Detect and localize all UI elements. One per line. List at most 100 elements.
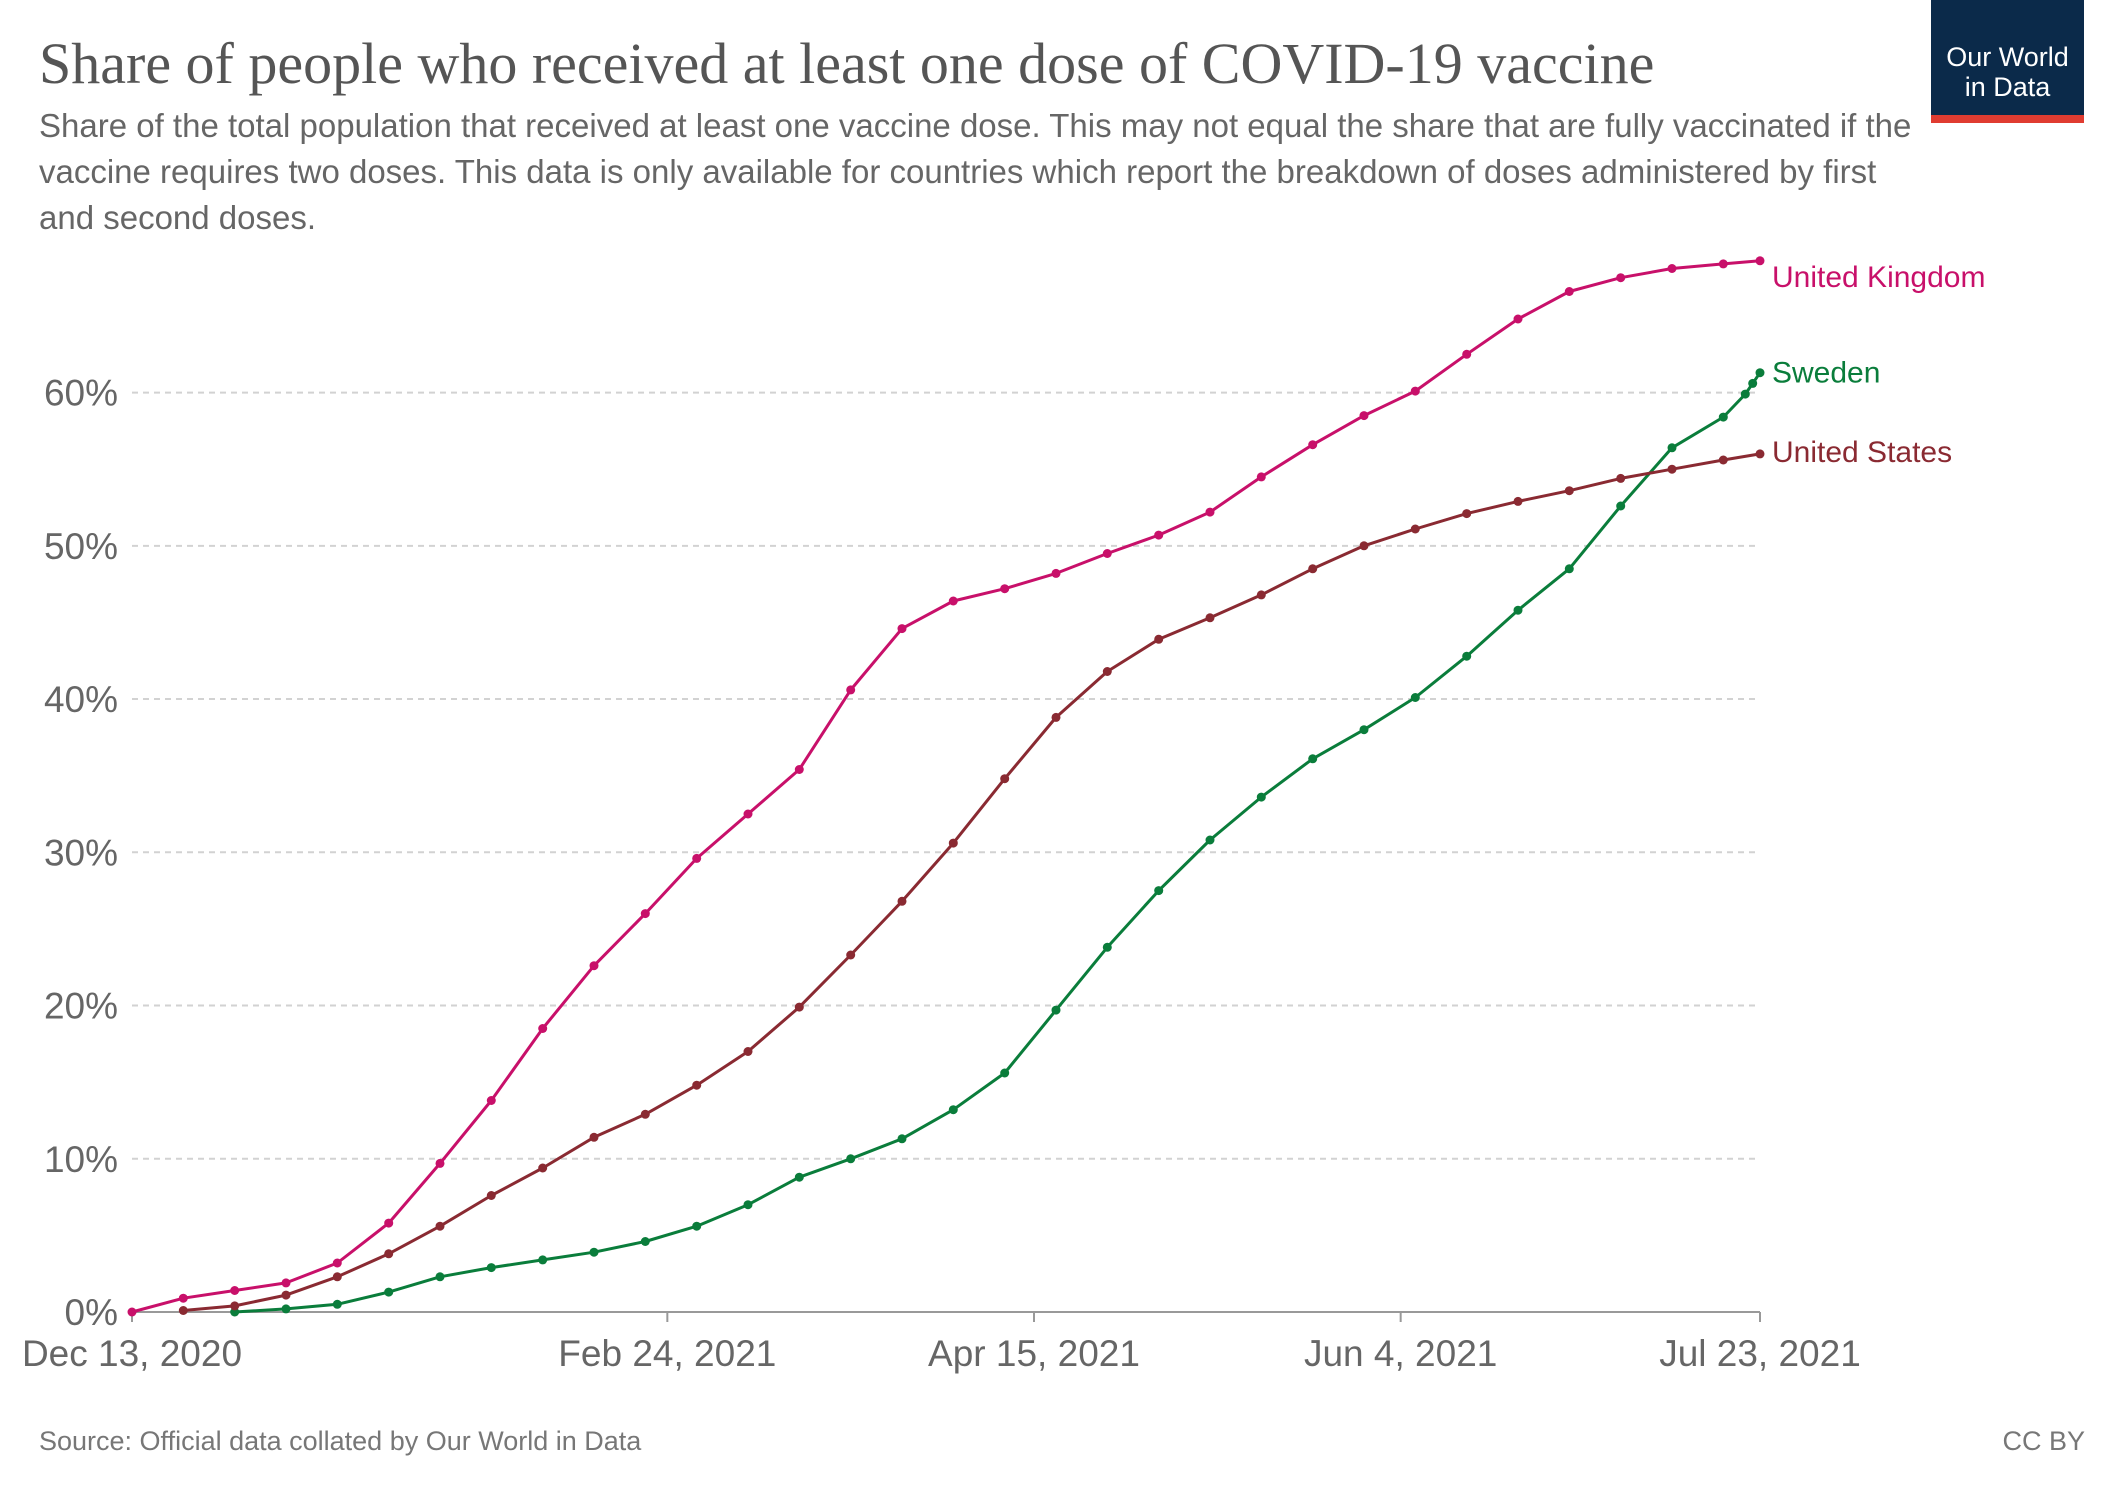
data-point bbox=[1308, 440, 1318, 450]
axes: 0% 10% 20% 30% 40% 50% 60% Dec 13, 2020 Feb 24, … bbox=[22, 373, 1861, 1374]
data-point bbox=[692, 1221, 702, 1231]
data-point bbox=[1308, 564, 1318, 574]
series-line-sweden bbox=[234, 371, 1762, 1314]
source-note: Source: Official data collated by Our Wo… bbox=[39, 1426, 642, 1456]
data-point bbox=[948, 1105, 958, 1115]
data-point bbox=[1513, 314, 1523, 324]
y-tick-label: 50% bbox=[44, 526, 118, 567]
data-point bbox=[1359, 411, 1369, 421]
data-point bbox=[332, 1272, 342, 1282]
data-point bbox=[178, 1293, 188, 1303]
x-tick-label: Jul 23, 2021 bbox=[1659, 1333, 1861, 1374]
data-point bbox=[435, 1221, 445, 1231]
data-point bbox=[1748, 378, 1758, 388]
data-point bbox=[1667, 464, 1677, 474]
y-tick-label: 20% bbox=[44, 986, 118, 1027]
data-point bbox=[1718, 259, 1728, 269]
data-point bbox=[1051, 568, 1061, 578]
data-point bbox=[384, 1287, 394, 1297]
data-point bbox=[230, 1286, 240, 1295]
data-point bbox=[1205, 835, 1215, 845]
data-point bbox=[1740, 389, 1750, 399]
data-point bbox=[897, 896, 907, 906]
data-point bbox=[846, 685, 856, 695]
series-line-united-kingdom bbox=[131, 259, 1761, 1314]
data-point bbox=[1462, 349, 1472, 359]
data-point bbox=[1000, 774, 1010, 784]
data-point bbox=[486, 1096, 496, 1105]
data-point bbox=[743, 809, 753, 819]
y-tick-label: 30% bbox=[44, 832, 118, 873]
data-point bbox=[897, 1134, 907, 1144]
y-tick-label: 40% bbox=[44, 679, 118, 720]
data-point bbox=[1359, 725, 1369, 735]
data-point bbox=[1051, 1005, 1061, 1015]
data-point bbox=[1102, 942, 1112, 952]
data-point bbox=[486, 1263, 496, 1273]
data-point bbox=[589, 961, 599, 971]
data-point bbox=[281, 1290, 291, 1300]
y-tick-label: 0% bbox=[65, 1292, 118, 1333]
data-point bbox=[794, 1172, 804, 1182]
data-point bbox=[384, 1218, 394, 1228]
data-point bbox=[1410, 386, 1420, 396]
data-point bbox=[1718, 412, 1728, 422]
data-point bbox=[1462, 651, 1472, 661]
series-label-sweden: Sweden bbox=[1772, 357, 1880, 390]
license-link[interactable]: CC BY bbox=[2002, 1426, 2085, 1456]
data-point bbox=[178, 1306, 188, 1315]
chart-title: Share of people who received at least on… bbox=[39, 31, 1655, 96]
data-point bbox=[794, 765, 804, 774]
data-point bbox=[589, 1132, 599, 1142]
data-point bbox=[435, 1158, 445, 1168]
data-point bbox=[1462, 509, 1472, 519]
series-united-kingdom bbox=[127, 256, 1765, 1317]
data-point bbox=[332, 1258, 342, 1268]
data-point bbox=[1205, 613, 1215, 623]
data-point bbox=[1410, 693, 1420, 702]
data-point bbox=[486, 1191, 496, 1200]
grid-lines bbox=[132, 391, 1760, 1160]
data-point bbox=[692, 1080, 702, 1090]
data-point bbox=[846, 950, 856, 960]
data-point bbox=[1513, 496, 1523, 506]
data-point bbox=[1051, 712, 1061, 722]
series-label-united-kingdom: United Kingdom bbox=[1772, 261, 1985, 294]
data-point bbox=[846, 1154, 856, 1164]
data-point bbox=[1256, 472, 1266, 482]
owid-logo-text: Our World in Data bbox=[1946, 42, 2069, 102]
data-point bbox=[1755, 368, 1765, 378]
data-point bbox=[743, 1047, 753, 1056]
data-point bbox=[1308, 754, 1318, 764]
data-point bbox=[948, 838, 958, 848]
data-point bbox=[1564, 564, 1574, 574]
data-point bbox=[640, 909, 650, 919]
data-point bbox=[1256, 590, 1266, 600]
data-point bbox=[1154, 634, 1164, 644]
series-lines bbox=[127, 256, 1765, 1317]
data-point bbox=[1102, 667, 1112, 676]
data-point bbox=[1205, 507, 1215, 517]
series-label-united-states: United States bbox=[1772, 436, 1952, 469]
series-sweden bbox=[230, 368, 1765, 1317]
data-point bbox=[332, 1299, 342, 1309]
series-united-states bbox=[178, 449, 1765, 1315]
owid-logo-accent-bar bbox=[1931, 115, 2084, 123]
data-point bbox=[692, 853, 702, 863]
data-point bbox=[538, 1163, 548, 1173]
data-point bbox=[640, 1237, 650, 1246]
data-point bbox=[1667, 443, 1677, 453]
data-point bbox=[1616, 501, 1626, 511]
owid-logo[interactable]: Our World in Data bbox=[1931, 0, 2084, 123]
data-point bbox=[1718, 455, 1728, 465]
data-point bbox=[1667, 264, 1677, 273]
data-point bbox=[538, 1255, 548, 1265]
data-point bbox=[1102, 549, 1112, 558]
data-point bbox=[1564, 287, 1574, 296]
data-point bbox=[794, 1002, 804, 1012]
data-point bbox=[281, 1278, 291, 1288]
data-point bbox=[1564, 486, 1574, 496]
data-point bbox=[1256, 792, 1266, 802]
y-tick-label: 60% bbox=[44, 373, 118, 414]
